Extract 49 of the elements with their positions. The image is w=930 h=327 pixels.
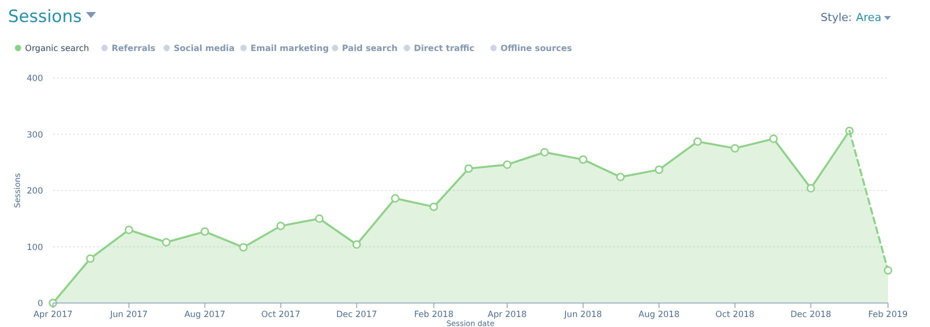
point — [162, 238, 170, 246]
text: Style: — [820, 11, 852, 24]
point — [352, 240, 361, 249]
point — [578, 155, 588, 164]
legend-label: Direct traffic — [414, 44, 474, 54]
y-tick-label: 300 — [26, 130, 43, 140]
x-tick-label: Jun 2018 — [563, 310, 602, 320]
point — [693, 137, 702, 146]
x-tick-label: Aug 2017 — [184, 310, 226, 320]
point — [464, 164, 473, 173]
legend-label: Social media — [174, 44, 235, 54]
point — [769, 134, 778, 143]
point — [502, 160, 512, 169]
x-tick-label: Apr 2018 — [488, 310, 527, 320]
legend-label: Paid search — [342, 44, 398, 54]
y-axis-title: Sessions — [13, 173, 22, 208]
point — [86, 254, 95, 263]
point — [430, 202, 438, 212]
point — [124, 226, 134, 234]
legend-label: Organic search — [25, 44, 89, 54]
x-tick-label: Oct 2017 — [261, 310, 300, 320]
y-tick-label: 200 — [26, 186, 43, 196]
point — [390, 194, 400, 203]
point — [540, 148, 549, 156]
point — [200, 227, 210, 236]
x-tick-label: Feb 2018 — [414, 310, 454, 320]
legend-label: Email marketing — [250, 44, 329, 54]
point — [616, 172, 625, 182]
x-tick-label: Apr 2017 — [33, 310, 73, 320]
x-tick-label: Feb 2019 — [868, 310, 908, 320]
x-tick-label: Dec 2017 — [336, 310, 378, 320]
x-tick-label: Oct 2018 — [715, 310, 754, 320]
chart-title: Sessions — [8, 7, 82, 27]
y-tick-label: 400 — [26, 74, 43, 84]
x-tick-label: Dec 2018 — [790, 310, 832, 320]
point — [276, 222, 285, 230]
point — [806, 184, 816, 192]
point — [884, 266, 892, 275]
point — [315, 214, 324, 223]
y-tick-label: 100 — [26, 242, 43, 253]
text: Area — [856, 11, 882, 24]
x-tick-label: Jun 2017 — [109, 310, 148, 320]
point — [654, 165, 664, 174]
point — [730, 144, 740, 153]
legend-label: Referrals — [112, 44, 156, 54]
y-tick-label: 0 — [38, 299, 43, 309]
x-tick-label: Aug 2018 — [638, 310, 680, 320]
point — [239, 243, 248, 252]
legend-label: Offline sources — [500, 44, 572, 54]
